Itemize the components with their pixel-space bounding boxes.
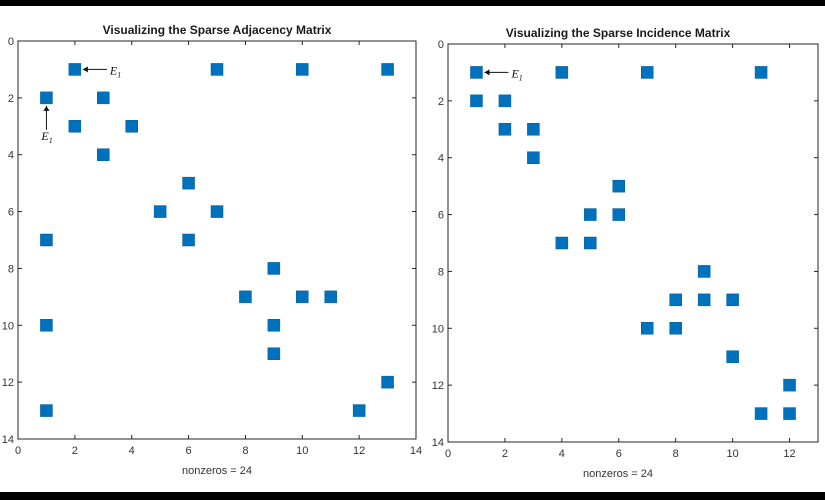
incidence-x-tick-label: 2	[502, 448, 508, 460]
adjacency-annotation-subscript: 1	[49, 136, 53, 145]
adjacency-nonzero-marker	[153, 205, 167, 218]
incidence-x-tick-label: 6	[616, 448, 622, 460]
incidence-nonzero-marker	[726, 350, 739, 363]
adjacency-y-tick-label: 4	[8, 150, 14, 162]
incidence-y-tick-label: 14	[432, 437, 444, 449]
incidence-nonzero-marker	[527, 151, 540, 164]
adjacency-y-tick-label: 0	[8, 36, 14, 48]
adjacency-nonzero-marker	[182, 233, 195, 247]
adjacency-y-tick-label: 14	[2, 434, 14, 446]
adjacency-x-tick-label: 14	[410, 445, 422, 457]
incidence-nonzero-marker	[669, 293, 682, 307]
adjacency-nonzero-marker	[267, 262, 281, 275]
adjacency-x-tick-label: 4	[129, 445, 135, 457]
adjacency-nonzero-marker	[296, 290, 309, 304]
incidence-y-tick-label: 6	[438, 210, 444, 222]
adjacency-annotation-arrowhead	[82, 66, 88, 73]
incidence-plot-area	[447, 43, 819, 443]
incidence-x-tick-label: 10	[726, 448, 738, 460]
incidence-nonzero-marker	[754, 407, 768, 420]
incidence-y-tick-label: 12	[432, 380, 444, 392]
adjacency-nonzero-marker	[40, 404, 53, 417]
incidence-nonzero-marker	[697, 265, 711, 278]
incidence-x-tick-label: 4	[559, 448, 565, 460]
incidence-x-tick-label: 0	[445, 448, 451, 460]
incidence-y-tick-label: 2	[438, 96, 444, 108]
adjacency-nonzero-marker	[182, 176, 195, 190]
adjacency-nonzero-marker	[40, 91, 53, 105]
incidence-y-tick-label: 4	[438, 153, 444, 165]
adjacency-nonzero-marker	[40, 319, 53, 332]
adjacency-x-tick-label: 6	[186, 445, 192, 457]
adjacency-x-tick-label: 2	[72, 445, 78, 457]
incidence-nonzero-marker	[470, 66, 483, 79]
incidence-annotation-subscript: 1	[519, 73, 523, 82]
incidence-nonzero-marker	[584, 208, 597, 221]
incidence-chart: Visualizing the Sparse Incidence Matrix …	[432, 26, 819, 480]
adjacency-nonzero-marker	[210, 205, 224, 218]
incidence-nonzero-marker	[498, 94, 512, 108]
incidence-points	[470, 66, 796, 420]
incidence-y-tick-label: 8	[438, 266, 444, 278]
incidence-chart-title: Visualizing the Sparse Incidence Matrix	[506, 26, 731, 40]
incidence-nonzero-marker	[555, 66, 569, 79]
adjacency-x-tick-label: 0	[15, 445, 21, 457]
adjacency-nonzero-marker	[97, 148, 110, 161]
adjacency-annotation-subscript: 1	[117, 70, 121, 79]
incidence-nonzero-marker	[669, 322, 682, 335]
adjacency-annotation-arrowhead	[43, 105, 50, 111]
incidence-x-tick-label: 8	[673, 448, 679, 460]
adjacency-nonzero-marker	[296, 63, 309, 76]
incidence-nonzero-marker	[783, 407, 796, 420]
adjacency-nonzero-marker	[267, 319, 281, 332]
incidence-nonzero-marker	[498, 123, 512, 136]
adjacency-x-tick-label: 8	[242, 445, 248, 457]
adjacency-nonzero-marker	[381, 63, 394, 76]
adjacency-nonzero-marker	[381, 375, 394, 389]
incidence-nonzero-marker	[640, 322, 654, 335]
incidence-x-tick-label: 12	[783, 448, 795, 460]
incidence-y-tick-label: 10	[432, 323, 444, 335]
adjacency-nonzero-marker	[210, 63, 224, 76]
adjacency-y-tick-label: 8	[8, 263, 14, 275]
adjacency-nonzero-marker	[267, 347, 281, 360]
incidence-nonzero-marker	[470, 94, 483, 108]
incidence-annotation-arrowhead	[484, 69, 490, 76]
incidence-nonzero-marker	[726, 293, 739, 307]
incidence-y-tick-label: 0	[438, 39, 444, 51]
adjacency-x-tick-label: 10	[296, 445, 308, 457]
incidence-nonzero-marker	[584, 236, 597, 250]
incidence-nonzero-marker	[754, 66, 768, 79]
adjacency-x-axis-label: nonzeros = 24	[182, 465, 252, 477]
adjacency-nonzero-marker	[68, 63, 82, 76]
incidence-nonzero-marker	[612, 208, 626, 221]
adjacency-y-tick-label: 2	[8, 93, 14, 105]
adjacency-nonzero-marker	[125, 120, 138, 133]
incidence-nonzero-marker	[555, 236, 569, 250]
adjacency-y-tick-label: 12	[2, 377, 14, 389]
adjacency-plot-area	[17, 40, 417, 440]
incidence-x-axis-label: nonzeros = 24	[583, 468, 653, 480]
adjacency-nonzero-marker	[40, 233, 53, 247]
adjacency-chart: Visualizing the Sparse Adjacency Matrix …	[2, 23, 422, 477]
adjacency-x-tick-label: 12	[353, 445, 365, 457]
adjacency-points	[40, 63, 394, 417]
adjacency-chart-title: Visualizing the Sparse Adjacency Matrix	[103, 23, 332, 37]
adjacency-nonzero-marker	[68, 120, 82, 133]
adjacency-nonzero-marker	[239, 290, 252, 304]
incidence-nonzero-marker	[612, 179, 626, 193]
incidence-nonzero-marker	[527, 123, 540, 136]
incidence-nonzero-marker	[697, 293, 711, 307]
incidence-nonzero-marker	[640, 66, 654, 79]
adjacency-nonzero-marker	[352, 404, 366, 417]
adjacency-nonzero-marker	[324, 290, 337, 304]
adjacency-y-tick-label: 6	[8, 207, 14, 219]
adjacency-y-tick-label: 10	[2, 320, 14, 332]
incidence-nonzero-marker	[783, 378, 796, 392]
adjacency-nonzero-marker	[97, 91, 110, 105]
incidence-ticks: 0 2 4 6 8 10 12 0 2 4 6 8 10 12 14	[432, 39, 818, 460]
